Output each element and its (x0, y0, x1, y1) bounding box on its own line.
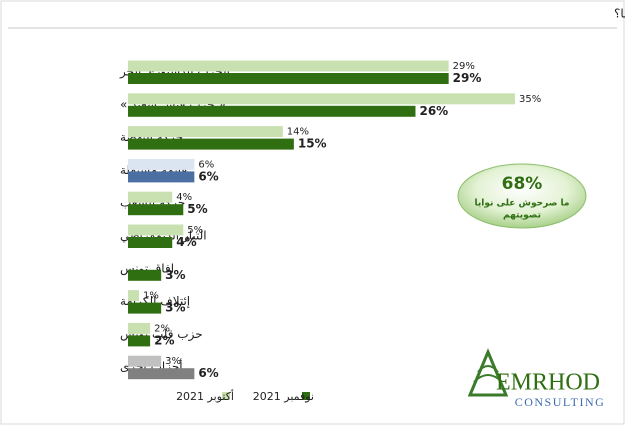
bar (128, 171, 195, 183)
value-label: 5% (187, 202, 207, 216)
bar (128, 191, 173, 203)
value-label: 3% (165, 356, 181, 367)
bar (128, 126, 283, 138)
bar (128, 73, 449, 84)
value-label: 6% (198, 366, 218, 380)
logo-name: EMRHOD (496, 370, 600, 396)
bar (128, 335, 151, 347)
bar (128, 138, 294, 150)
value-label: 5% (187, 225, 203, 236)
annotation-text: ما صرحوش على نوايا (475, 199, 570, 209)
logo: EMRHOD CONSULTING (467, 348, 606, 409)
bar (128, 302, 162, 314)
annotation-bubble (457, 163, 587, 229)
value-label: 15% (298, 137, 327, 151)
bar (128, 105, 416, 117)
value-label: 4% (176, 192, 192, 203)
value-label: 26% (419, 104, 448, 118)
annotation-text: تصويتهم (503, 211, 541, 221)
bar (128, 322, 151, 334)
value-label: 29% (453, 71, 482, 85)
bar (128, 355, 162, 367)
value-label: 3% (165, 301, 185, 315)
legend-label: أكتوبر 2021 (176, 389, 234, 403)
bar (128, 237, 173, 248)
value-label: 6% (198, 159, 214, 170)
bar (128, 224, 184, 236)
value-label: 35% (519, 94, 541, 105)
bar (128, 290, 140, 302)
bar (128, 368, 195, 380)
chart-title: السؤال : لو فرضنا و انو الانتخابات التشر… (614, 7, 625, 22)
bar (128, 204, 184, 216)
bar (128, 269, 162, 281)
value-label: 2% (154, 323, 170, 334)
value-label: 3% (165, 268, 185, 282)
bar (128, 93, 515, 105)
legend-label: نوفمبر 2021 (253, 390, 314, 403)
value-label: 29% (453, 61, 475, 72)
logo-icon (467, 348, 509, 397)
legend-swatch (222, 392, 230, 400)
value-label: 2% (154, 333, 174, 347)
logo-sub: CONSULTING (515, 395, 606, 409)
value-label: 14% (287, 127, 309, 138)
bar (128, 60, 449, 72)
value-label: 6% (198, 169, 218, 183)
value-label: 4% (176, 235, 196, 249)
bar (128, 158, 195, 170)
annotation-value: 68% (502, 174, 543, 194)
legend-swatch (302, 392, 310, 400)
logo-icon (473, 365, 503, 383)
value-label: 1% (143, 291, 159, 302)
